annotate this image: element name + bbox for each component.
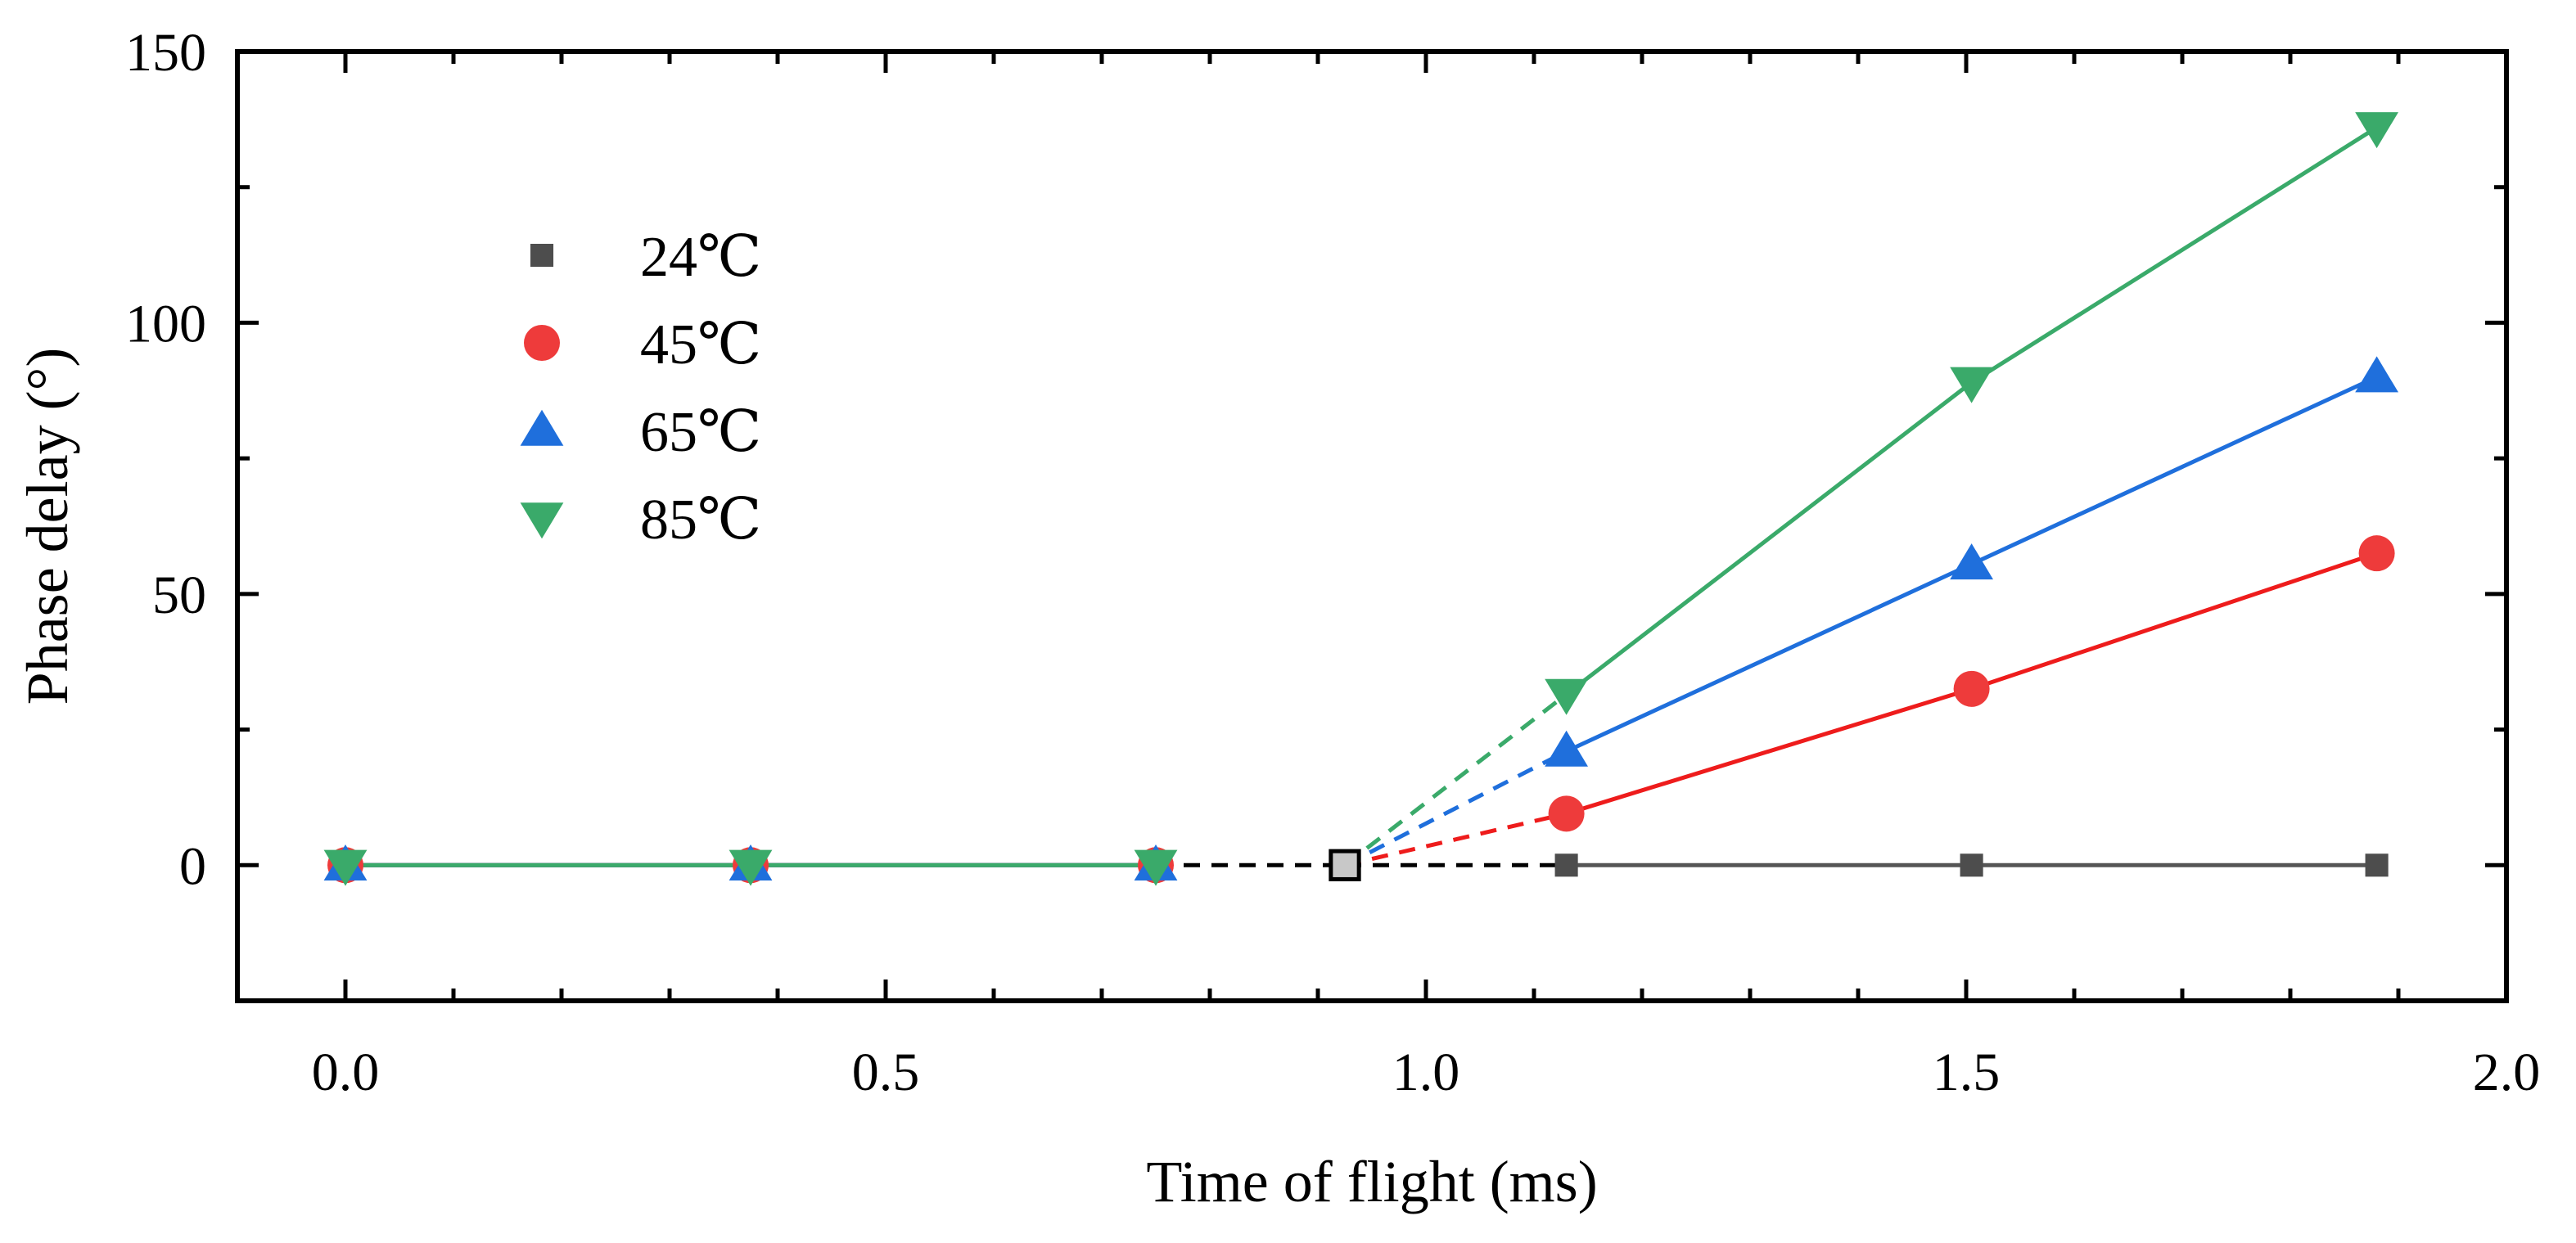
x-tick-label: 1.5 [1933,1043,2001,1102]
y-tick-label: 0 [179,836,206,896]
y-tick-label: 50 [152,565,206,625]
y-axis-title: Phase delay (°) [15,348,80,705]
series-24-point [1960,853,1983,877]
legend-marker-85 [520,502,564,539]
legend-label-85: 85℃ [640,489,761,552]
x-tick-label: 2.0 [2473,1043,2541,1102]
x-axis-title: Time of flight (ms) [1146,1149,1597,1214]
x-tick-label: 0.0 [312,1043,380,1102]
series-45-point [1953,670,1990,707]
series-24-point [2365,853,2389,877]
legend-label-65: 65℃ [640,401,761,464]
series-85-fit-line [1565,125,2378,696]
legend-label-24: 24℃ [640,226,761,289]
series-65-point [1950,543,1993,580]
series-85-dashed-line [1343,692,1568,867]
y-tick-label: 150 [125,23,206,83]
series-24-point [1554,853,1578,877]
legend: 24℃ 45℃ 65℃ 85℃ [520,226,761,552]
legend-marker-24 [530,243,554,268]
series-85-point [729,849,773,886]
series-65-dashed-line [1343,749,1568,867]
axis-ticks: 0.0 0.5 1.0 1.5 2.0 0 50 100 150 [125,23,2540,1102]
series-85-point [2355,112,2398,149]
y-tick-label: 100 [125,294,206,354]
plot-frame [235,49,2509,1003]
series-45-dashed-line [1344,811,1568,867]
x-tick-label: 0.5 [852,1043,920,1102]
legend-marker-45 [524,325,560,361]
series-85-point [1950,367,1993,403]
legend-marker-65 [520,409,564,446]
series-65-point [1545,730,1588,767]
plot-area [323,112,2398,886]
series-85-point [1545,678,1588,715]
series-85-point [1134,849,1178,886]
series-85-point [323,849,368,886]
series-65-point [2355,356,2398,393]
legend-label-45: 45℃ [640,313,761,376]
onset-point [1329,849,1361,881]
series-45-point [2358,535,2395,572]
series-45-point [1548,795,1585,832]
x-tick-label: 1.0 [1392,1043,1460,1102]
